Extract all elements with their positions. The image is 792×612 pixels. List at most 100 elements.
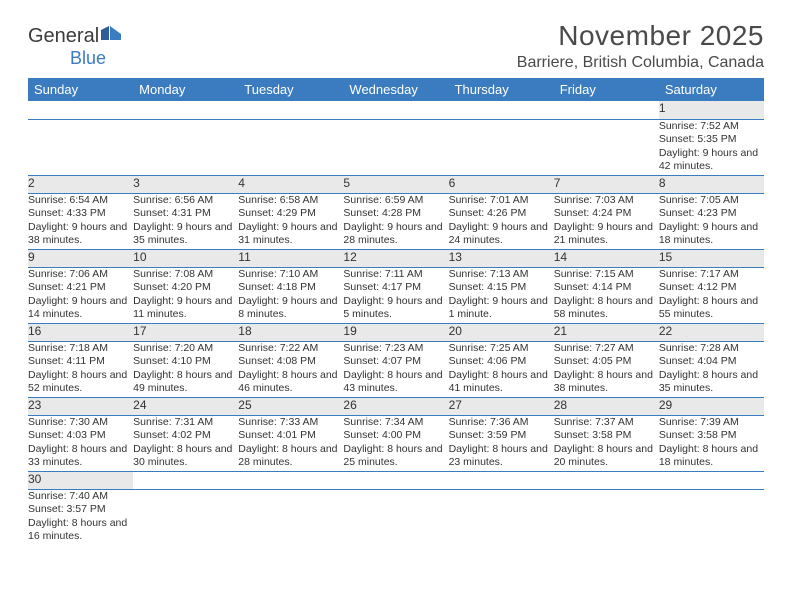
day-number-cell (133, 471, 238, 489)
day-number-cell: 13 (449, 249, 554, 267)
title-block: November 2025 Barriere, British Columbia… (517, 20, 764, 72)
day-content-cell: Sunrise: 6:59 AMSunset: 4:28 PMDaylight:… (343, 193, 448, 249)
day-content-row: Sunrise: 6:54 AMSunset: 4:33 PMDaylight:… (28, 193, 764, 249)
day-content-cell (343, 119, 448, 175)
day-number-cell: 21 (554, 323, 659, 341)
day-content-cell: Sunrise: 7:03 AMSunset: 4:24 PMDaylight:… (554, 193, 659, 249)
day-content-cell: Sunrise: 7:39 AMSunset: 3:58 PMDaylight:… (659, 415, 764, 471)
day-number-cell: 16 (28, 323, 133, 341)
day-number-cell: 3 (133, 175, 238, 193)
calendar-table: Sunday Monday Tuesday Wednesday Thursday… (28, 78, 764, 545)
day-number-cell: 6 (449, 175, 554, 193)
day-content-row: Sunrise: 7:40 AMSunset: 3:57 PMDaylight:… (28, 489, 764, 545)
day-content-cell: Sunrise: 7:17 AMSunset: 4:12 PMDaylight:… (659, 267, 764, 323)
day-content-cell: Sunrise: 7:33 AMSunset: 4:01 PMDaylight:… (238, 415, 343, 471)
day-content-cell: Sunrise: 7:13 AMSunset: 4:15 PMDaylight:… (449, 267, 554, 323)
day-number-cell (554, 471, 659, 489)
day-content-cell: Sunrise: 7:01 AMSunset: 4:26 PMDaylight:… (449, 193, 554, 249)
day-content-cell: Sunrise: 7:36 AMSunset: 3:59 PMDaylight:… (449, 415, 554, 471)
weekday-header: Saturday (659, 78, 764, 101)
day-content-row: Sunrise: 7:52 AMSunset: 5:35 PMDaylight:… (28, 119, 764, 175)
day-content-cell: Sunrise: 7:23 AMSunset: 4:07 PMDaylight:… (343, 341, 448, 397)
day-number-cell: 7 (554, 175, 659, 193)
day-content-cell (449, 119, 554, 175)
day-number-cell: 19 (343, 323, 448, 341)
day-number-cell: 23 (28, 397, 133, 415)
day-content-cell (133, 489, 238, 545)
day-number-cell: 28 (554, 397, 659, 415)
day-number-cell (449, 101, 554, 119)
logo-text-1: General (28, 25, 99, 47)
day-number-cell: 25 (238, 397, 343, 415)
day-number-cell: 22 (659, 323, 764, 341)
day-number-cell: 20 (449, 323, 554, 341)
logo: GeneralBlue (28, 20, 123, 68)
day-content-cell (343, 489, 448, 545)
day-content-cell (554, 489, 659, 545)
logo-text: GeneralBlue (28, 26, 123, 68)
day-number-cell (343, 101, 448, 119)
day-content-cell: Sunrise: 7:34 AMSunset: 4:00 PMDaylight:… (343, 415, 448, 471)
day-content-cell: Sunrise: 7:28 AMSunset: 4:04 PMDaylight:… (659, 341, 764, 397)
day-content-cell (28, 119, 133, 175)
location-text: Barriere, British Columbia, Canada (517, 54, 764, 72)
day-content-cell: Sunrise: 6:58 AMSunset: 4:29 PMDaylight:… (238, 193, 343, 249)
day-number-cell: 24 (133, 397, 238, 415)
day-content-cell: Sunrise: 6:56 AMSunset: 4:31 PMDaylight:… (133, 193, 238, 249)
day-content-cell: Sunrise: 7:22 AMSunset: 4:08 PMDaylight:… (238, 341, 343, 397)
day-number-cell (238, 471, 343, 489)
day-content-cell: Sunrise: 7:05 AMSunset: 4:23 PMDaylight:… (659, 193, 764, 249)
day-content-cell: Sunrise: 7:20 AMSunset: 4:10 PMDaylight:… (133, 341, 238, 397)
day-number-row: 23242526272829 (28, 397, 764, 415)
day-content-cell (554, 119, 659, 175)
day-content-cell: Sunrise: 7:40 AMSunset: 3:57 PMDaylight:… (28, 489, 133, 545)
day-content-cell (238, 119, 343, 175)
logo-text-2: Blue (70, 48, 106, 68)
day-number-cell: 17 (133, 323, 238, 341)
day-number-cell: 4 (238, 175, 343, 193)
day-number-row: 9101112131415 (28, 249, 764, 267)
day-number-cell: 11 (238, 249, 343, 267)
day-content-cell: Sunrise: 7:37 AMSunset: 3:58 PMDaylight:… (554, 415, 659, 471)
day-content-cell (238, 489, 343, 545)
day-number-cell (343, 471, 448, 489)
day-number-cell: 15 (659, 249, 764, 267)
day-number-cell (554, 101, 659, 119)
day-number-cell: 26 (343, 397, 448, 415)
weekday-header: Monday (133, 78, 238, 101)
day-content-cell: Sunrise: 6:54 AMSunset: 4:33 PMDaylight:… (28, 193, 133, 249)
day-number-row: 30 (28, 471, 764, 489)
day-number-row: 16171819202122 (28, 323, 764, 341)
day-number-cell: 29 (659, 397, 764, 415)
day-content-cell: Sunrise: 7:27 AMSunset: 4:05 PMDaylight:… (554, 341, 659, 397)
day-content-cell: Sunrise: 7:15 AMSunset: 4:14 PMDaylight:… (554, 267, 659, 323)
day-content-cell: Sunrise: 7:10 AMSunset: 4:18 PMDaylight:… (238, 267, 343, 323)
day-content-cell: Sunrise: 7:31 AMSunset: 4:02 PMDaylight:… (133, 415, 238, 471)
day-content-cell (659, 489, 764, 545)
weekday-header: Sunday (28, 78, 133, 101)
weekday-header: Friday (554, 78, 659, 101)
day-number-cell: 12 (343, 249, 448, 267)
day-number-cell: 18 (238, 323, 343, 341)
day-content-cell: Sunrise: 7:18 AMSunset: 4:11 PMDaylight:… (28, 341, 133, 397)
day-content-cell: Sunrise: 7:25 AMSunset: 4:06 PMDaylight:… (449, 341, 554, 397)
day-content-cell: Sunrise: 7:06 AMSunset: 4:21 PMDaylight:… (28, 267, 133, 323)
day-number-row: 1 (28, 101, 764, 119)
day-number-cell: 30 (28, 471, 133, 489)
day-content-cell (133, 119, 238, 175)
weekday-header: Wednesday (343, 78, 448, 101)
day-number-cell: 27 (449, 397, 554, 415)
day-content-row: Sunrise: 7:06 AMSunset: 4:21 PMDaylight:… (28, 267, 764, 323)
day-number-cell (449, 471, 554, 489)
weekday-header: Tuesday (238, 78, 343, 101)
day-number-cell: 8 (659, 175, 764, 193)
day-number-row: 2345678 (28, 175, 764, 193)
day-content-cell: Sunrise: 7:08 AMSunset: 4:20 PMDaylight:… (133, 267, 238, 323)
day-number-cell (238, 101, 343, 119)
flag-icon (101, 26, 123, 46)
header: GeneralBlue November 2025 Barriere, Brit… (28, 20, 764, 72)
weekday-header: Thursday (449, 78, 554, 101)
day-content-cell: Sunrise: 7:11 AMSunset: 4:17 PMDaylight:… (343, 267, 448, 323)
day-number-cell: 5 (343, 175, 448, 193)
day-number-cell (133, 101, 238, 119)
